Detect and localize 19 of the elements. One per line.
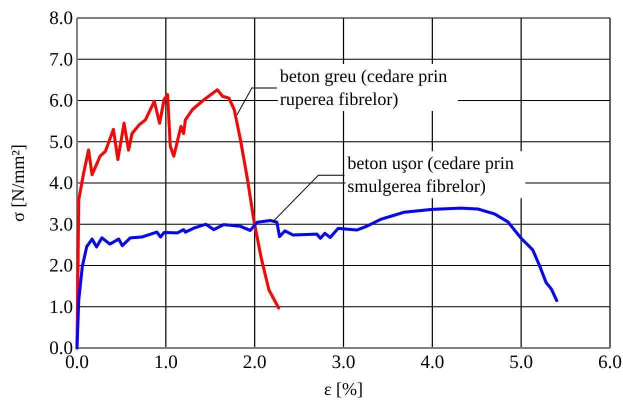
x-tick-label: 6.0 bbox=[598, 352, 622, 373]
y-tick-label: 7.0 bbox=[49, 49, 73, 70]
line-series bbox=[76, 206, 558, 350]
y-tick-label: 1.0 bbox=[49, 296, 73, 318]
x-tick-label: 3.0 bbox=[332, 352, 356, 373]
x-tick-label: 1.0 bbox=[154, 352, 178, 373]
x-tick-label: 2.0 bbox=[242, 352, 267, 373]
annotation: beton greu (cedare prin ruperea fibrelor) bbox=[280, 66, 448, 109]
y-tick-label: 5.0 bbox=[49, 132, 73, 153]
x-tick-label: 5.0 bbox=[509, 352, 534, 373]
x-tick-label: 4.0 bbox=[420, 352, 444, 373]
x-axis-title: ε [%] bbox=[324, 379, 364, 399]
y-tick-label: 6.0 bbox=[49, 90, 73, 112]
y-tick-label: 4.0 bbox=[49, 173, 73, 194]
y-tick-label: 8.0 bbox=[49, 8, 73, 29]
y-tick-label: 3.0 bbox=[49, 214, 73, 236]
annotation: beton uşor (cedare prin smulgerea fibrelor) bbox=[347, 153, 514, 196]
y-axis-title: σ [N/mm²] bbox=[8, 144, 28, 222]
y-tick-label: 2.0 bbox=[49, 256, 73, 276]
